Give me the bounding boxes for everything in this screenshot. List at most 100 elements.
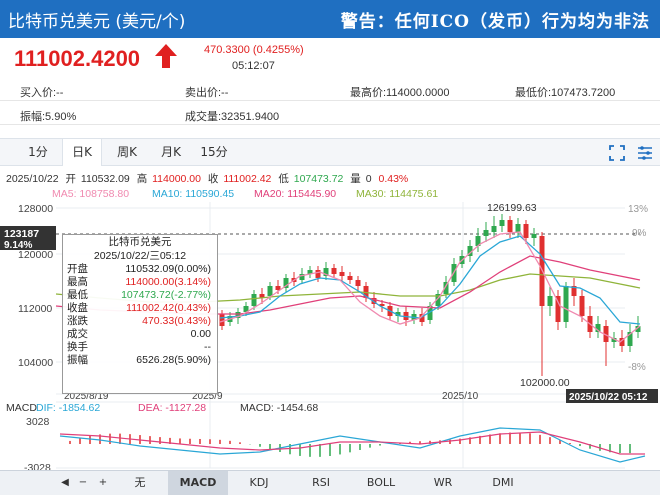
candle-body <box>251 294 257 306</box>
indicator-tab-none[interactable]: 无 <box>134 476 146 489</box>
ohlc-high-label: 高 <box>137 172 148 185</box>
candle-body <box>283 278 289 288</box>
current-time-label: 2025/10/22 05:12 <box>569 392 648 403</box>
tooltip-row-label: 收盘 <box>67 302 88 314</box>
scroll-left-icon[interactable]: ◀ <box>61 477 69 488</box>
zoom-out-icon[interactable]: − <box>78 477 88 488</box>
stats-divider-bottom <box>0 124 660 125</box>
candle-body <box>275 286 281 290</box>
candle-body <box>331 268 337 274</box>
indicator-tab-wr[interactable]: WR <box>433 476 453 489</box>
tooltip-row: 开盘 110532.09(0.00%) <box>63 263 217 276</box>
ohlc-close-label: 收 <box>208 172 219 185</box>
ma20-label: MA20: 115445.90 <box>254 188 336 200</box>
candle-body <box>531 234 537 238</box>
ma5-label: MA5: 108758.80 <box>52 188 129 200</box>
candle-body <box>443 282 449 294</box>
candle-body <box>355 280 361 286</box>
stat-amplitude: 振幅:5.90% <box>20 111 77 123</box>
candle-body <box>307 270 313 274</box>
macd-value: MACD: -1454.68 <box>240 402 318 414</box>
period-tabs: 1分 日K 周K 月K 15分 <box>0 138 660 166</box>
tab-weekly[interactable]: 周K <box>117 145 137 159</box>
tooltip-row-label: 开盘 <box>67 263 88 275</box>
candle-body <box>507 220 513 232</box>
tooltip-row-label: 振幅 <box>67 354 88 366</box>
zoom-in-icon[interactable]: + <box>98 477 108 488</box>
indicator-tab-dmi[interactable]: DMI <box>492 476 514 489</box>
candle-body <box>579 296 585 316</box>
tooltip-row-value: 470.33(0.43%) <box>142 315 211 327</box>
candle-body <box>243 306 249 312</box>
candle-body <box>371 298 377 304</box>
macd-title: MACD <box>6 402 37 414</box>
ohlc-close: 111002.42 <box>223 173 271 185</box>
macd-dea-line <box>59 431 645 455</box>
x-label-oct: 2025/10 <box>442 391 479 402</box>
tooltip-row-value: 6526.28(5.90%) <box>136 354 211 366</box>
tooltip-row: 收盘 111002.42(0.43%) <box>63 302 217 315</box>
trough-label: 102000.00 <box>520 377 570 389</box>
crosshair-price: 123187 <box>4 228 39 240</box>
ohlc-low-label: 低 <box>278 172 289 185</box>
indicator-tab-boll[interactable]: BOLL <box>366 476 396 489</box>
tooltip-row-label: 最高 <box>67 276 88 288</box>
tooltip-row-value: 107473.72(-2.77%) <box>121 289 211 301</box>
ohlc-vol-label: 量 <box>350 173 361 185</box>
ico-warning: 警告：任何ICO（发币）行为均为非法 <box>340 12 650 32</box>
tab-monthly[interactable]: 月K <box>161 145 181 159</box>
indicator-tab-rsi[interactable]: RSI <box>312 476 330 489</box>
candle-body <box>483 230 489 236</box>
tooltip-row-value: 114000.00(3.14%) <box>125 276 211 288</box>
indicator-tab-macd[interactable]: MACD <box>168 471 228 495</box>
tooltip-row-value: -- <box>204 341 211 353</box>
quote-time: 05:12:07 <box>232 60 275 72</box>
tooltip-row: 最低 107473.72(-2.77%) <box>63 289 217 302</box>
ohlc-open-label: 开 <box>65 173 76 185</box>
tab-15min[interactable]: 15分 <box>200 145 228 159</box>
candle-body <box>435 294 441 306</box>
x-label-aug: 2025/8/19 <box>64 391 109 402</box>
ohlc-open: 110532.09 <box>81 173 130 185</box>
y-tick-104000: 104000 <box>18 357 53 369</box>
tab-1min[interactable]: 1分 <box>28 145 48 159</box>
kline-chart[interactable]: 2025/10/22 开 110532.09 高 114000.00 收 111… <box>0 166 660 495</box>
settings-icon[interactable] <box>636 144 654 162</box>
ohlc-pct: 0.43% <box>378 173 408 185</box>
stat-volume: 成交量:32351.9400 <box>185 111 280 123</box>
candle-body <box>259 294 265 298</box>
candle-body <box>515 224 521 232</box>
fullscreen-icon[interactable] <box>608 144 626 162</box>
ma5-line <box>219 231 641 343</box>
tab-daily[interactable]: 日K <box>62 139 102 166</box>
candle-body <box>427 306 433 320</box>
candle-body <box>419 314 425 322</box>
tooltip-row: 最高 114000.00(3.14%) <box>63 276 217 289</box>
ma10-label: MA10: 110590.45 <box>152 188 234 200</box>
stats-divider <box>0 100 660 101</box>
candle-body <box>347 276 353 280</box>
candle-body <box>323 268 329 276</box>
stat-buy: 买入价:-- <box>20 87 64 99</box>
tooltip-row: 振幅 6526.28(5.90%) <box>63 354 217 367</box>
candle-body <box>603 326 609 342</box>
candle-body <box>491 226 497 232</box>
candle-body <box>267 286 273 296</box>
candle-body <box>315 270 321 278</box>
stat-low: 最低价:107473.7200 <box>515 87 616 99</box>
candle-body <box>339 272 345 276</box>
candle-body <box>611 338 617 342</box>
y-tick-112000: 112000 <box>18 303 52 315</box>
current-time-box <box>566 389 658 403</box>
candle-body <box>379 304 385 306</box>
y-tick-120000: 120000 <box>18 249 53 261</box>
price-change: 470.3300 (0.4255%) <box>204 44 304 56</box>
tooltip-row-label: 最低 <box>67 289 88 301</box>
crosshair-price-box <box>0 226 56 250</box>
candle-body <box>571 286 577 296</box>
ma10-line <box>219 235 641 325</box>
peak-label: 126199.63 <box>487 202 537 214</box>
indicator-tab-kdj[interactable]: KDJ <box>249 476 269 489</box>
page-title: 比特币兑美元 (美元/个) <box>8 12 186 32</box>
